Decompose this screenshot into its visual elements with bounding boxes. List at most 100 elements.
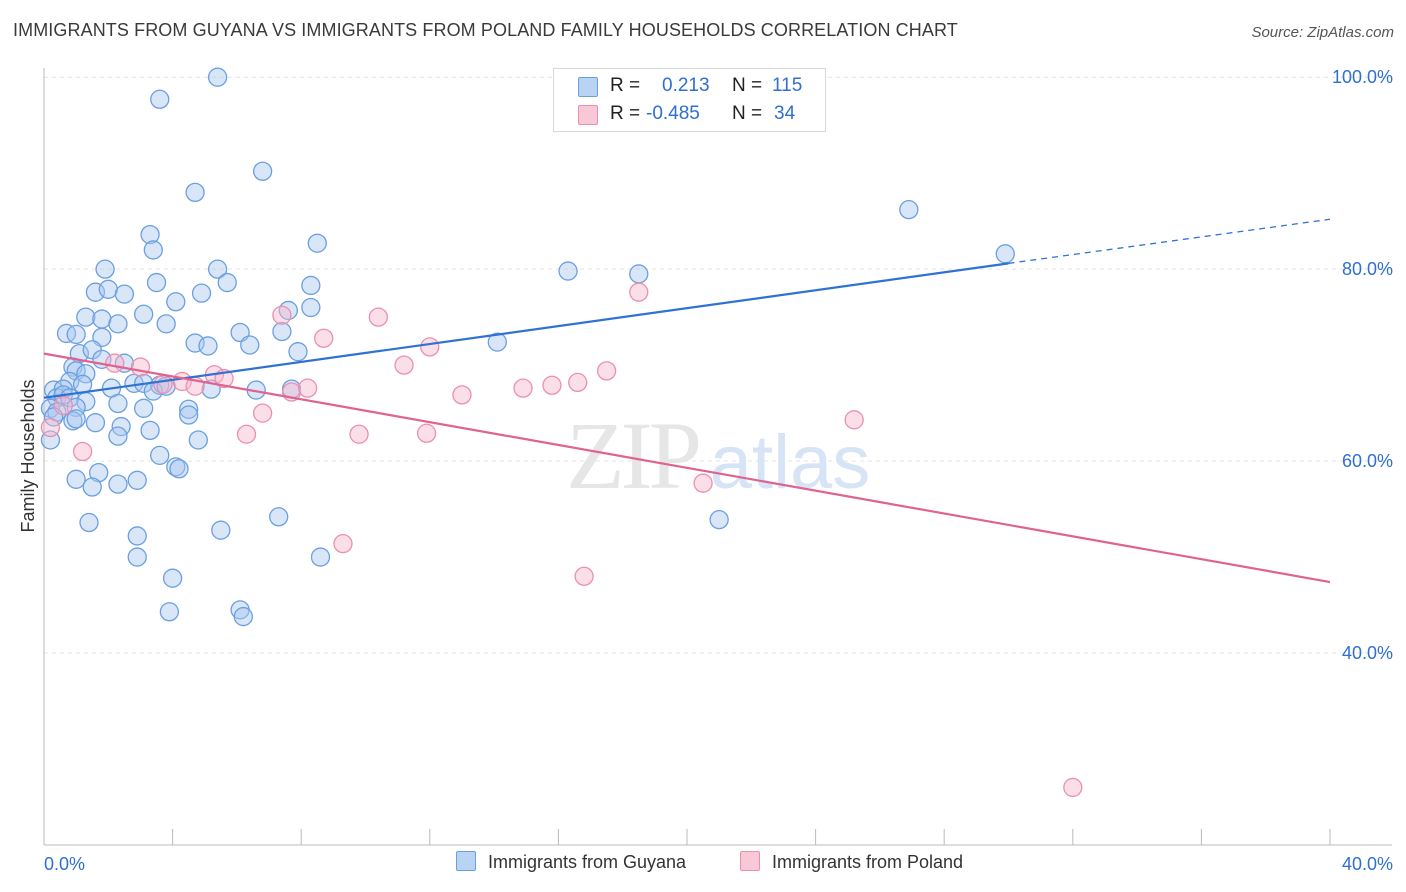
bottom-legend-guyana: Immigrants from Guyana	[456, 851, 686, 873]
poland-point	[252, 403, 273, 423]
legend-r-label: R =	[610, 75, 641, 96]
trend-line-guyana	[43, 262, 1009, 399]
poland-point	[513, 378, 533, 398]
guyana-point	[233, 606, 253, 627]
guyana-point	[169, 459, 189, 479]
guyana-point	[179, 399, 199, 419]
poland-point	[236, 424, 257, 444]
guyana-point	[162, 568, 183, 588]
poland-point	[368, 307, 389, 327]
guyana-point	[211, 520, 231, 540]
legend-r-value-guyana: 0.213	[662, 75, 710, 96]
poland-point	[333, 533, 353, 554]
guyana-point	[156, 314, 176, 334]
guyana-point	[301, 297, 321, 318]
poland-point	[420, 337, 440, 357]
poland-point	[596, 361, 617, 381]
correlation-legend: R = 0.213 N = 115 R = -0.485 N = 34	[553, 68, 826, 132]
legend-n-label: N =	[732, 75, 763, 96]
x-tick-labels: 0.0% 40.0%	[44, 854, 1393, 874]
legend-r-label: R =	[610, 103, 641, 124]
guyana-point	[240, 335, 260, 355]
guyana-point	[98, 279, 118, 299]
guyana-point	[159, 602, 180, 622]
legend-n-label: N =	[732, 103, 763, 124]
poland-point	[568, 372, 588, 393]
legend-r-value-poland: -0.485	[646, 103, 700, 124]
y-axis-label: Family Households	[18, 379, 38, 532]
guyana-point	[63, 411, 83, 431]
guyana-point	[150, 445, 170, 465]
guyana-point	[143, 240, 163, 260]
legend-row-poland: R = -0.485 N = 34	[554, 101, 825, 129]
guyana-point	[140, 224, 160, 245]
guyana-point	[307, 233, 327, 253]
guyana-point	[198, 336, 218, 356]
poland-point	[40, 417, 61, 438]
poland-point	[272, 305, 292, 325]
poland-point	[1063, 777, 1083, 798]
guyana-point	[95, 259, 115, 279]
gridlines	[44, 76, 1392, 654]
guyana-point	[188, 430, 208, 450]
guyana-point	[185, 182, 205, 203]
guyana-point	[82, 477, 102, 497]
guyana-point	[310, 547, 331, 567]
chart-title: IMMIGRANTS FROM GUYANA VS IMMIGRANTS FRO…	[13, 20, 958, 40]
guyana-point	[899, 199, 919, 220]
guyana-point	[629, 264, 649, 284]
watermark-atlas: atlas	[710, 420, 871, 505]
bottom-legend-label-poland: Immigrants from Poland	[772, 852, 964, 872]
guyana-point	[146, 272, 167, 293]
guyana-point	[487, 332, 507, 352]
poland-point	[297, 378, 318, 398]
guyana-point	[76, 307, 96, 327]
guyana-point	[272, 321, 292, 342]
guyana-point	[79, 512, 99, 533]
guyana-point	[207, 259, 228, 279]
guyana-point	[66, 324, 86, 345]
poland-point	[72, 441, 93, 462]
guyana-point	[108, 426, 128, 446]
guyana-point	[179, 405, 199, 425]
guyana-point	[92, 309, 112, 329]
source-note: Source: ZipAtlas.com	[1251, 24, 1394, 41]
axes	[43, 68, 1392, 846]
legend-swatch-poland	[578, 105, 598, 125]
guyana-point	[127, 547, 147, 567]
poland-point	[574, 566, 594, 586]
guyana-point	[709, 509, 729, 530]
guyana-point	[150, 89, 170, 109]
guyana-point	[207, 67, 228, 87]
guyana-point	[301, 275, 321, 296]
watermark-zip: ZIP	[566, 402, 699, 509]
x-tick-label: 40.0%	[1342, 854, 1393, 874]
guyana-point	[166, 292, 186, 312]
series-poland-points	[40, 282, 1083, 798]
bottom-legend-label-guyana: Immigrants from Guyana	[488, 852, 687, 872]
poland-point	[394, 355, 414, 375]
guyana-point	[558, 261, 578, 281]
legend-n-value-poland: 34	[774, 103, 796, 124]
trend-line-guyana-extension	[1008, 218, 1331, 265]
guyana-point	[66, 469, 86, 489]
guyana-point	[217, 272, 237, 293]
legend-n-value-guyana: 115	[772, 75, 803, 96]
guyana-point	[252, 161, 273, 181]
guyana-point	[995, 244, 1015, 264]
guyana-point	[108, 314, 128, 334]
poland-point	[452, 385, 472, 405]
guyana-point	[127, 526, 147, 546]
poland-point	[416, 423, 437, 443]
x-tick-label: 0.0%	[44, 854, 85, 874]
guyana-point	[140, 420, 160, 441]
series-guyana-points	[40, 67, 1015, 627]
poland-point	[314, 328, 334, 348]
guyana-point	[288, 342, 308, 362]
poland-point	[693, 473, 713, 493]
trend-lines	[43, 218, 1331, 584]
guyana-point	[134, 398, 154, 418]
guyana-point	[85, 413, 106, 433]
poland-point	[130, 357, 151, 377]
